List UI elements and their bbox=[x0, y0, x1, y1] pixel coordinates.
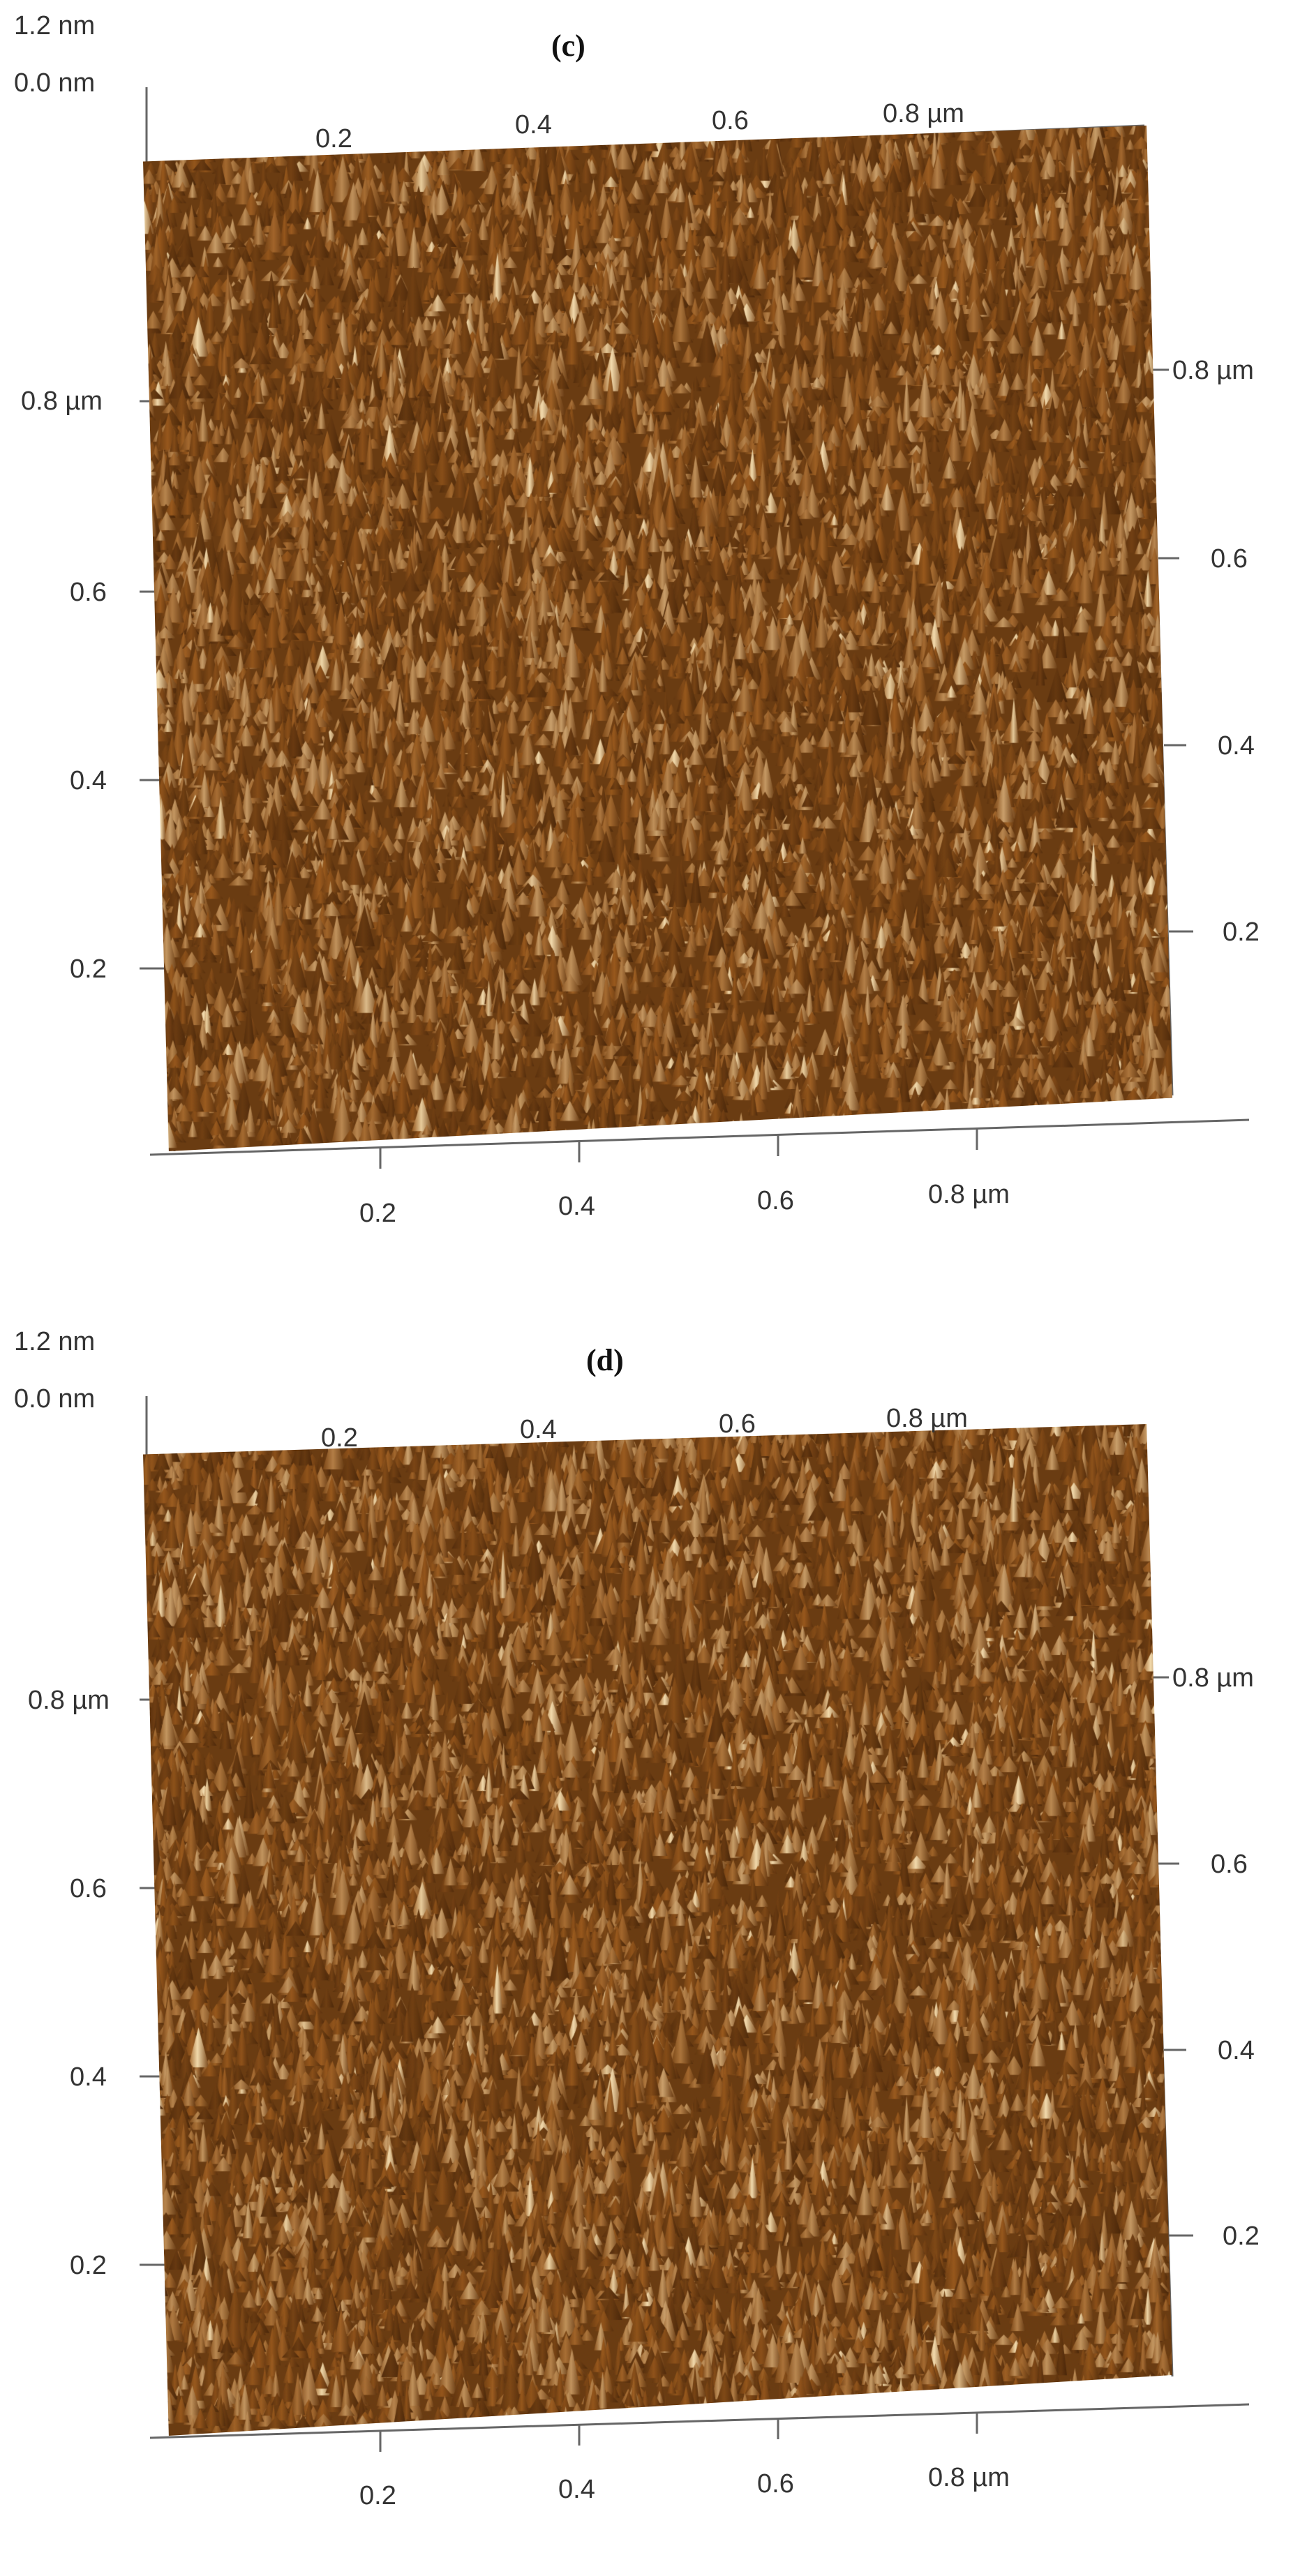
x-tick-bottom: 0.8 µm bbox=[928, 1180, 1010, 1209]
x-tick-top: 0.4 bbox=[520, 1415, 557, 1444]
z-scale-bottom-label: 0.0 nm bbox=[14, 68, 96, 98]
y-tick-left: 0.8 µm bbox=[28, 1686, 110, 1715]
y-tick-left: 0.2 bbox=[70, 2251, 107, 2280]
x-tick-top: 0.8 µm bbox=[883, 99, 964, 128]
z-scale-bottom-label: 0.0 nm bbox=[14, 1384, 96, 1414]
y-tick-right: 0.8 µm bbox=[1172, 1663, 1254, 1693]
z-scale-top-label: 1.2 nm bbox=[14, 1327, 96, 1356]
x-tick-bottom: 0.8 µm bbox=[928, 2463, 1010, 2492]
x-tick-bottom: 0.6 bbox=[757, 2469, 794, 2499]
x-tick-top: 0.2 bbox=[321, 1423, 358, 1453]
y-tick-right: 0.6 bbox=[1211, 544, 1248, 574]
afm-surface-c bbox=[143, 126, 1172, 1151]
y-tick-left: 0.6 bbox=[70, 578, 107, 607]
y-tick-left: 0.2 bbox=[70, 954, 107, 984]
x-tick-top: 0.6 bbox=[712, 106, 749, 135]
y-tick-right: 0.8 µm bbox=[1172, 356, 1254, 385]
x-tick-top: 0.6 bbox=[719, 1409, 756, 1439]
afm-surface-canvas bbox=[143, 1424, 1172, 2436]
y-tick-right: 0.6 bbox=[1211, 1850, 1248, 1879]
afm-panel-c: (c) 1.2 nm 0.0 nm 0.2 0.4 0.6 0.8 µm 0.8 bbox=[14, 11, 1260, 1228]
afm-surface-canvas bbox=[143, 126, 1172, 1151]
afm-panel-d: (d) 1.2 nm 0.0 nm 0.2 0.4 0.6 0.8 µm 0.8… bbox=[0, 1288, 1307, 2576]
panel-tag: (c) bbox=[551, 29, 585, 63]
x-tick-top: 0.4 bbox=[515, 110, 552, 140]
y-tick-left: 0.6 bbox=[70, 1874, 107, 1903]
afm-surface-d bbox=[143, 1424, 1172, 2436]
x-tick-top: 0.2 bbox=[315, 124, 352, 153]
y-tick-left: 0.8 µm bbox=[21, 387, 103, 416]
x-tick-bottom: 0.6 bbox=[757, 1186, 794, 1215]
x-tick-bottom: 0.2 bbox=[359, 1199, 396, 1228]
y-tick-left: 0.4 bbox=[70, 2062, 107, 2092]
y-tick-left: 0.4 bbox=[70, 766, 107, 795]
y-tick-right: 0.2 bbox=[1223, 2222, 1260, 2251]
x-tick-bottom: 0.4 bbox=[558, 2475, 595, 2504]
z-scale-top-label: 1.2 nm bbox=[14, 11, 96, 40]
panel-tag: (d) bbox=[586, 1343, 624, 1377]
y-tick-right: 0.4 bbox=[1218, 731, 1255, 761]
x-tick-top: 0.8 µm bbox=[886, 1404, 968, 1433]
y-tick-right: 0.4 bbox=[1218, 2036, 1255, 2065]
y-tick-right: 0.2 bbox=[1223, 918, 1260, 947]
x-tick-bottom: 0.2 bbox=[359, 2481, 396, 2510]
x-tick-bottom: 0.4 bbox=[558, 1192, 595, 1221]
